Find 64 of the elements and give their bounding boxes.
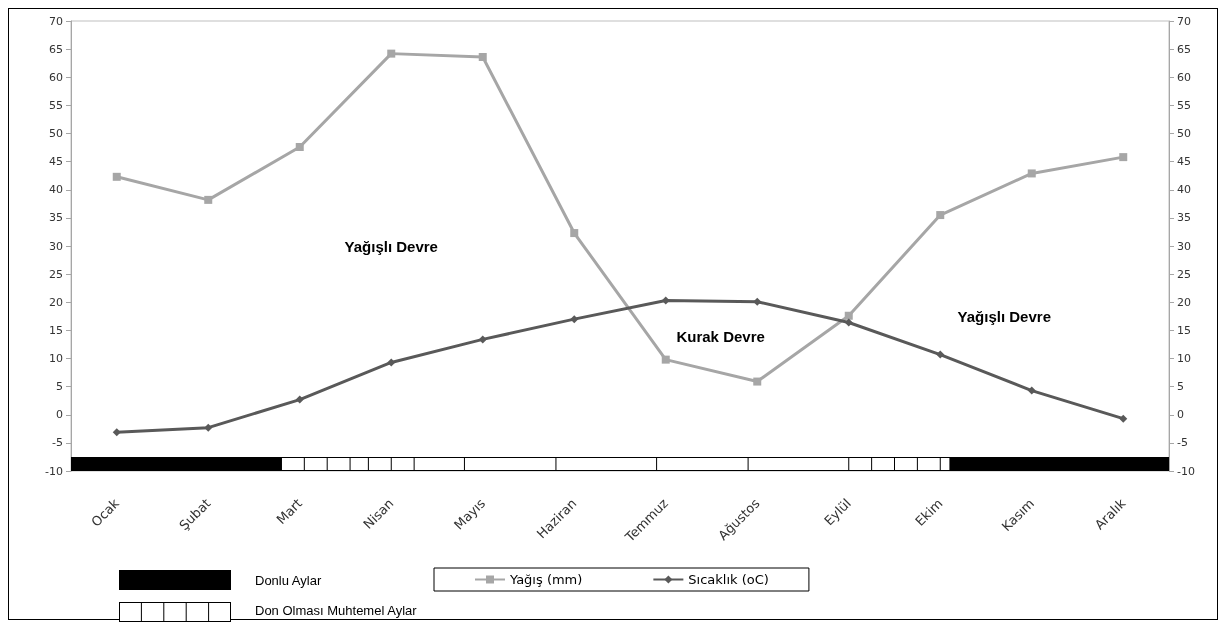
legend-label: Yağış (mm) — [509, 572, 583, 587]
y2-tick-label: 50 — [1177, 127, 1191, 140]
y-tick-label: 0 — [56, 408, 63, 422]
y-tick-label: 30 — [49, 239, 63, 253]
y2-tick-label: 55 — [1177, 98, 1191, 112]
y2-tick-label: 60 — [1177, 70, 1191, 84]
y-tick-label: -10 — [45, 464, 63, 478]
point — [1119, 153, 1128, 162]
y2-tick-label: 30 — [1177, 239, 1191, 253]
y2-tick-label: 65 — [1177, 42, 1191, 56]
y2-tick-label: 0 — [1177, 408, 1184, 422]
y-tick-label: 10 — [49, 352, 63, 365]
y2-tick-label: 25 — [1177, 267, 1191, 281]
text: Donlu Aylar — [255, 573, 322, 588]
y-tick-label: 15 — [49, 323, 63, 337]
y2-tick-label: 5 — [1177, 380, 1184, 394]
y-tick-label: 45 — [49, 155, 63, 169]
legend-label: Sıcaklık (oC) — [688, 572, 769, 587]
point — [936, 350, 945, 359]
y2-tick-label: 10 — [1177, 352, 1191, 365]
y2-tick-label: 20 — [1177, 295, 1191, 309]
point — [204, 195, 213, 204]
point — [1027, 386, 1036, 395]
y2-tick-label: 45 — [1177, 155, 1191, 169]
point — [112, 428, 121, 437]
y-tick-label: 65 — [49, 42, 63, 56]
text: Don Olması Muhtemel Aylar — [255, 603, 417, 618]
point — [478, 53, 487, 61]
point — [295, 395, 304, 404]
annotation: Yağışlı Devre — [957, 307, 1051, 325]
y-tick-label: 5 — [56, 380, 63, 394]
y-tick-label: 40 — [49, 183, 63, 197]
y2-tick-label: -10 — [1177, 464, 1195, 478]
y2-tick-label: 70 — [1177, 14, 1191, 28]
point — [844, 318, 853, 327]
point — [204, 423, 213, 432]
y-tick-label: 50 — [49, 127, 63, 140]
y-tick-label: 25 — [49, 267, 63, 281]
y-tick-label: 60 — [49, 70, 63, 84]
point — [1027, 169, 1036, 178]
annotation: Yağışlı Devre — [344, 237, 438, 255]
point — [570, 229, 579, 238]
point — [661, 355, 670, 364]
annotation: Kurak Devre — [676, 327, 765, 345]
point — [295, 143, 304, 151]
point — [1119, 414, 1128, 423]
y-tick-label: 55 — [49, 98, 63, 112]
y-tick-label: 20 — [49, 295, 63, 309]
point — [844, 311, 853, 320]
y-tick-label: 35 — [49, 211, 63, 225]
y-tick-label: -5 — [52, 436, 63, 450]
y2-tick-label: 40 — [1177, 183, 1191, 197]
point — [387, 49, 396, 58]
point — [753, 377, 762, 386]
point — [112, 172, 121, 181]
point — [936, 211, 945, 220]
y2-tick-label: -5 — [1177, 436, 1188, 450]
point — [478, 335, 487, 344]
y-tick-label: 70 — [49, 14, 63, 28]
y2-tick-label: 35 — [1177, 211, 1191, 225]
y2-tick-label: 15 — [1177, 323, 1191, 337]
point — [570, 315, 579, 324]
point — [387, 358, 396, 367]
point — [753, 297, 762, 306]
